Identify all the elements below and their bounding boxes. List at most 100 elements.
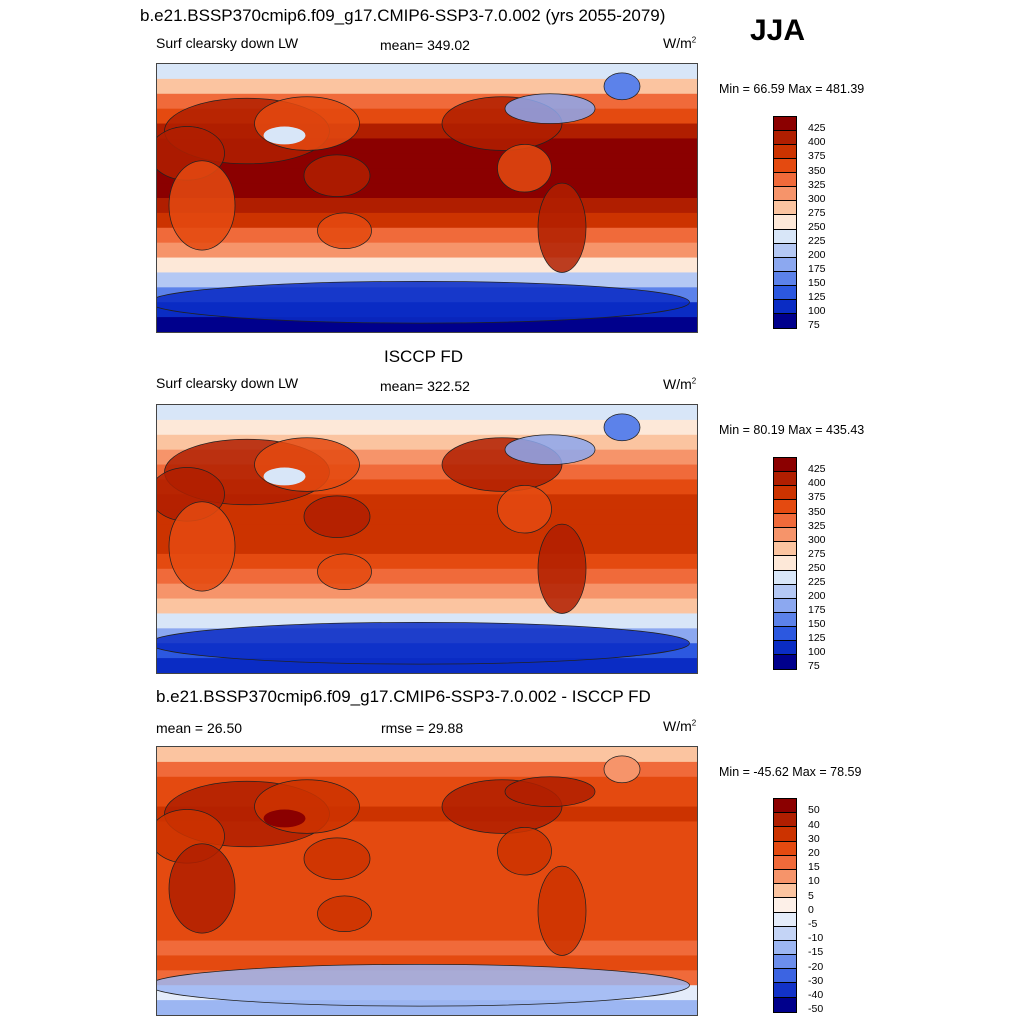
colorbar-tick-label: 250 — [808, 220, 826, 233]
panel2-minmax: Min = 80.19 Max = 435.43 — [719, 423, 865, 437]
colorbar-tick-label: 125 — [808, 291, 826, 304]
panel3-rmse-label: rmse = 29.88 — [381, 720, 464, 736]
colorbar-tick-label: -20 — [808, 960, 824, 973]
panel2-colorbar — [773, 457, 797, 670]
colorbar-swatch — [774, 997, 796, 1012]
panel1-units: W/m2 — [663, 35, 697, 51]
colorbar-tick-label: 275 — [808, 206, 826, 219]
colorbar-swatch — [774, 215, 796, 230]
colorbar-swatch — [774, 926, 796, 941]
panel2-title: ISCCP FD — [384, 347, 464, 366]
colorbar-tick-label: 175 — [808, 262, 826, 275]
colorbar-tick-label: 150 — [808, 618, 826, 631]
colorbar-tick-label: 400 — [808, 136, 826, 149]
colorbar-tick-label: 325 — [808, 178, 826, 191]
colorbar-swatch — [774, 799, 796, 814]
panel2-variable-label: Surf clearsky down LW — [156, 375, 299, 391]
colorbar-tick-label: 0 — [808, 903, 814, 916]
colorbar-tick-label: 225 — [808, 234, 826, 247]
colorbar-swatch — [774, 145, 796, 160]
colorbar-tick-label: 300 — [808, 192, 826, 205]
panel2-map — [156, 404, 698, 674]
colorbar-tick-label: 200 — [808, 248, 826, 261]
colorbar-tick-label: 20 — [808, 846, 820, 859]
colorbar-tick-label: 75 — [808, 319, 820, 332]
colorbar-tick-label: 30 — [808, 832, 820, 845]
colorbar-tick-label: 5 — [808, 889, 814, 902]
colorbar-swatch — [774, 969, 796, 984]
colorbar-swatch — [774, 514, 796, 529]
colorbar-tick-label: -30 — [808, 974, 824, 987]
colorbar-tick-label: 375 — [808, 491, 826, 504]
colorbar-swatch — [774, 201, 796, 216]
colorbar-swatch — [774, 855, 796, 870]
panel3-map — [156, 746, 698, 1016]
colorbar-swatch — [774, 912, 796, 927]
colorbar-swatch — [774, 813, 796, 828]
colorbar-tick-label: -40 — [808, 988, 824, 1001]
colorbar-swatch — [774, 472, 796, 487]
colorbar-swatch — [774, 159, 796, 174]
colorbar-swatch — [774, 542, 796, 557]
colorbar-tick-label: -5 — [808, 917, 818, 930]
colorbar-tick-label: 250 — [808, 561, 826, 574]
colorbar-swatch — [774, 584, 796, 599]
colorbar-tick-label: 275 — [808, 547, 826, 560]
colorbar-swatch — [774, 556, 796, 571]
colorbar-swatch — [774, 955, 796, 970]
colorbar-swatch — [774, 131, 796, 146]
panel1-map — [156, 63, 698, 333]
colorbar-swatch — [774, 187, 796, 202]
colorbar-swatch — [774, 285, 796, 300]
colorbar-tick-label: 325 — [808, 519, 826, 532]
colorbar-swatch — [774, 626, 796, 641]
colorbar-tick-label: 100 — [808, 305, 826, 318]
colorbar-swatch — [774, 117, 796, 132]
colorbar-tick-label: 350 — [808, 164, 826, 177]
colorbar-tick-label: 40 — [808, 818, 820, 831]
panel3-title: b.e21.BSSP370cmip6.f09_g17.CMIP6-SSP3-7.… — [156, 687, 651, 706]
colorbar-swatch — [774, 654, 796, 669]
colorbar-tick-label: 10 — [808, 875, 820, 888]
colorbar-swatch — [774, 271, 796, 286]
colorbar-swatch — [774, 173, 796, 188]
colorbar-tick-label: 15 — [808, 861, 820, 874]
colorbar-swatch — [774, 257, 796, 272]
colorbar-swatch — [774, 243, 796, 258]
colorbar-tick-label: 400 — [808, 477, 826, 490]
colorbar-swatch — [774, 869, 796, 885]
colorbar-swatch — [774, 640, 796, 655]
season-label: JJA — [750, 14, 806, 47]
panel3-units: W/m2 — [663, 718, 697, 734]
colorbar-tick-label: -15 — [808, 946, 824, 959]
colorbar-swatch — [774, 983, 796, 998]
colorbar-tick-label: 350 — [808, 505, 826, 518]
colorbar-tick-label: -50 — [808, 1003, 824, 1016]
panel3-minmax: Min = -45.62 Max = 78.59 — [719, 765, 862, 779]
panel1-mean-label: mean= 349.02 — [380, 37, 470, 53]
colorbar-swatch — [774, 612, 796, 627]
colorbar-tick-label: 175 — [808, 603, 826, 616]
colorbar-tick-label: 225 — [808, 575, 826, 588]
colorbar-swatch — [774, 940, 796, 956]
panel3-mean-label: mean = 26.50 — [156, 720, 243, 736]
colorbar-tick-label: 125 — [808, 632, 826, 645]
colorbar-tick-label: 425 — [808, 122, 826, 135]
panel3-colorbar — [773, 798, 797, 1013]
colorbar-swatch — [774, 841, 796, 856]
colorbar-tick-label: 50 — [808, 804, 820, 817]
colorbar-tick-label: 100 — [808, 646, 826, 659]
colorbar-swatch — [774, 486, 796, 501]
colorbar-tick-label: 200 — [808, 589, 826, 602]
colorbar-swatch — [774, 500, 796, 515]
panel2-units: W/m2 — [663, 376, 697, 392]
colorbar-tick-label: 375 — [808, 150, 826, 163]
colorbar-swatch — [774, 884, 796, 899]
colorbar-tick-label: -10 — [808, 932, 824, 945]
colorbar-swatch — [774, 299, 796, 314]
colorbar-tick-label: 425 — [808, 463, 826, 476]
colorbar-swatch — [774, 827, 796, 842]
panel1-variable-label: Surf clearsky down LW — [156, 35, 299, 51]
colorbar-swatch — [774, 229, 796, 244]
panel1-colorbar — [773, 116, 797, 329]
